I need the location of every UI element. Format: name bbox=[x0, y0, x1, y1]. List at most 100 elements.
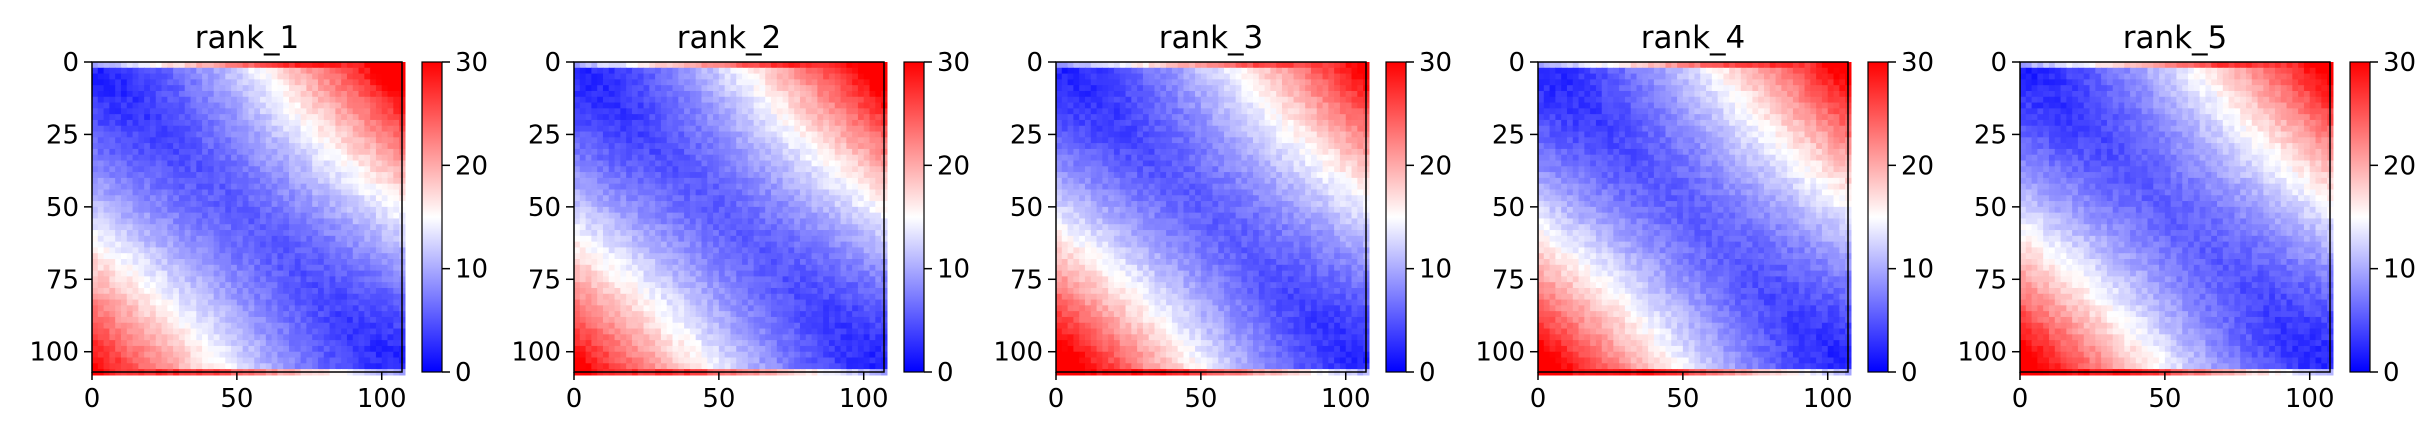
heatmap-cell bbox=[672, 166, 679, 173]
heatmap-cell bbox=[248, 183, 255, 191]
heatmap-cell bbox=[579, 148, 587, 156]
heatmap-cell bbox=[225, 183, 232, 191]
heatmap-cell bbox=[852, 224, 859, 231]
heatmap-cell bbox=[317, 305, 325, 312]
heatmap-cell bbox=[109, 114, 116, 121]
heatmap-cell bbox=[126, 189, 134, 196]
heatmap-cell bbox=[341, 287, 348, 295]
heatmap-cell bbox=[132, 351, 139, 359]
heatmap-cell bbox=[271, 264, 279, 272]
heatmap-cell bbox=[271, 96, 279, 104]
heatmap-cell bbox=[271, 299, 279, 306]
heatmap-cell bbox=[672, 85, 679, 92]
heatmap-cell bbox=[370, 311, 377, 318]
heatmap-cell bbox=[695, 201, 703, 208]
heatmap-cell bbox=[283, 177, 290, 185]
heatmap-cell bbox=[277, 67, 284, 75]
heatmap-cell bbox=[92, 287, 99, 295]
heatmap-cell bbox=[585, 218, 592, 225]
heatmap-cell bbox=[602, 212, 610, 220]
heatmap-cell bbox=[672, 96, 679, 104]
heatmap-cell bbox=[387, 218, 394, 225]
heatmap-cell bbox=[713, 224, 720, 231]
x-tick-label: 50 bbox=[220, 384, 253, 414]
heatmap-cell bbox=[97, 363, 105, 370]
heatmap-cell bbox=[306, 154, 313, 162]
heatmap-cell bbox=[161, 270, 168, 277]
heatmap-cell bbox=[138, 351, 145, 359]
heatmap-cell bbox=[196, 316, 203, 324]
heatmap-cell bbox=[115, 276, 122, 283]
heatmap-cell bbox=[225, 230, 232, 237]
heatmap-cell bbox=[364, 131, 371, 138]
heatmap-cell bbox=[167, 143, 174, 150]
heatmap-cell bbox=[277, 316, 284, 324]
heatmap-cell bbox=[294, 230, 302, 237]
heatmap-cell bbox=[346, 172, 354, 179]
heatmap-cell bbox=[178, 62, 186, 69]
heatmap-cell bbox=[364, 351, 371, 359]
heatmap-cell bbox=[346, 357, 354, 364]
heatmap-cell bbox=[138, 166, 145, 173]
heatmap-cells bbox=[92, 62, 406, 376]
heatmap-cell bbox=[678, 270, 685, 277]
heatmap-cell bbox=[742, 189, 749, 196]
heatmap-cell bbox=[346, 73, 354, 80]
heatmap-cell bbox=[375, 183, 383, 191]
heatmap-cell bbox=[306, 90, 313, 98]
heatmap-cell bbox=[393, 102, 400, 109]
heatmap-cell bbox=[335, 102, 342, 109]
heatmap-cell bbox=[852, 137, 859, 144]
heatmap-cell bbox=[254, 357, 261, 364]
heatmap-cell bbox=[236, 299, 244, 306]
heatmap-cell bbox=[649, 235, 656, 243]
heatmap-cell bbox=[341, 247, 348, 254]
heatmap-cell bbox=[776, 253, 784, 260]
heatmap-cell bbox=[103, 235, 110, 243]
heatmap-cell bbox=[120, 148, 128, 156]
heatmap-cell bbox=[109, 224, 116, 231]
heatmap-cell bbox=[701, 166, 708, 173]
heatmap-cell bbox=[97, 143, 105, 150]
heatmap-cell bbox=[265, 293, 273, 301]
heatmap-cell bbox=[242, 247, 250, 254]
heatmap-cell bbox=[794, 160, 801, 167]
heatmap-cell bbox=[811, 218, 818, 225]
heatmap-cell bbox=[579, 177, 587, 185]
heatmap-cell bbox=[759, 125, 766, 133]
heatmap-cell bbox=[289, 90, 296, 98]
heatmap-cell bbox=[358, 287, 365, 295]
heatmap-cell bbox=[317, 79, 325, 86]
heatmap-cell bbox=[155, 143, 163, 150]
heatmap-cell bbox=[742, 62, 749, 69]
heatmap-cell bbox=[375, 172, 383, 179]
heatmap-cell bbox=[352, 230, 360, 237]
heatmap-cell bbox=[120, 90, 128, 98]
heatmap-cell bbox=[149, 67, 157, 75]
heatmap-cell bbox=[771, 154, 778, 162]
heatmap-cell bbox=[277, 177, 284, 185]
heatmap-cell bbox=[161, 235, 168, 243]
heatmap-cell bbox=[231, 73, 238, 80]
heatmap-cell bbox=[788, 259, 795, 266]
heatmap-cell bbox=[724, 62, 732, 69]
heatmap-cell bbox=[144, 224, 151, 231]
heatmap-cell bbox=[323, 357, 331, 364]
heatmap-cell bbox=[149, 137, 157, 144]
heatmap-cell bbox=[672, 125, 679, 133]
heatmap-cell bbox=[138, 119, 145, 127]
heatmap-cell bbox=[666, 177, 674, 185]
heatmap-cell bbox=[387, 137, 394, 144]
heatmap-cell bbox=[97, 340, 105, 347]
heatmap-cell bbox=[713, 264, 720, 272]
heatmap-cell bbox=[358, 299, 365, 306]
heatmap-cell bbox=[213, 357, 221, 364]
heatmap-cell bbox=[352, 334, 360, 341]
heatmap-cell bbox=[364, 316, 371, 324]
heatmap-cell bbox=[346, 177, 354, 185]
heatmap-cell bbox=[689, 166, 697, 173]
heatmap-cell bbox=[161, 282, 168, 289]
heatmap-cell bbox=[370, 62, 377, 69]
heatmap-cell bbox=[788, 177, 795, 185]
heatmap-cell bbox=[695, 189, 703, 196]
